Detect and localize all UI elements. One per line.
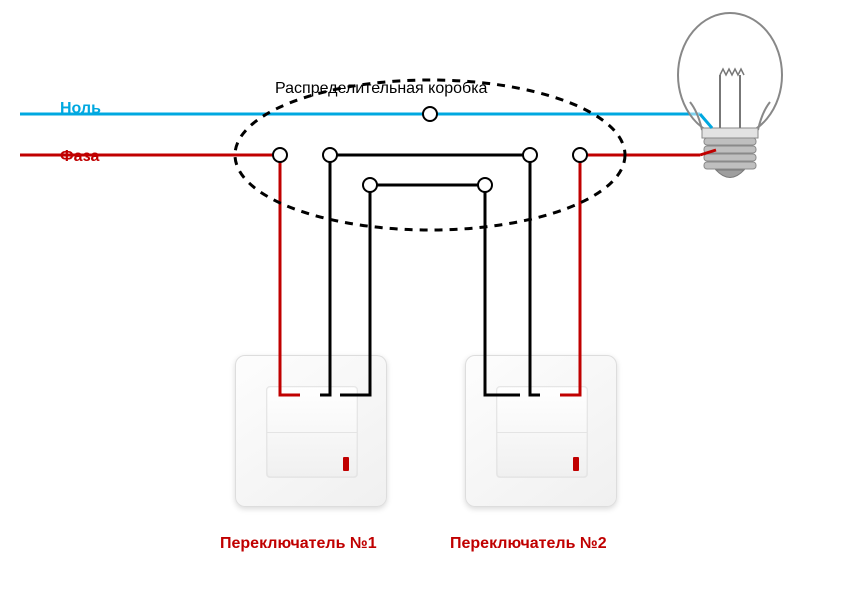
two-way-switch-1	[235, 355, 387, 507]
terminal-sw2-b	[478, 178, 492, 192]
neutral-to-bulb	[700, 114, 712, 128]
terminal-sw2-a	[523, 148, 537, 162]
junction-box-label: Распределительная коробка	[275, 80, 487, 98]
neutral-wire-label: Ноль	[60, 100, 101, 118]
switch-2-label: Переключатель №2	[450, 535, 607, 553]
terminal-phase-in	[273, 148, 287, 162]
switch-2-indicator-icon	[573, 457, 579, 471]
junction-box-outline	[235, 80, 625, 230]
two-way-switch-2	[465, 355, 617, 507]
terminal-phase-out	[573, 148, 587, 162]
terminal-sw1-a	[323, 148, 337, 162]
phase-to-bulb	[700, 150, 716, 155]
switch-1-indicator-icon	[343, 457, 349, 471]
light-bulb-icon	[678, 13, 782, 178]
switch-2-rocker	[496, 386, 588, 478]
terminal-neutral	[423, 107, 437, 121]
terminal-sw1-b	[363, 178, 377, 192]
switch-1-rocker	[266, 386, 358, 478]
switch-1-label: Переключатель №1	[220, 535, 377, 553]
phase-wire-label: Фаза	[60, 148, 99, 166]
